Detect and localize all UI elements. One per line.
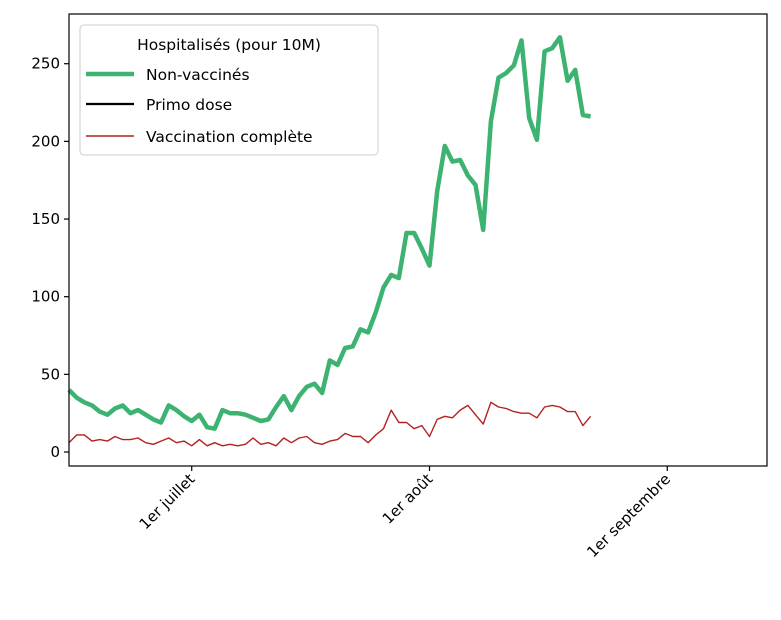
series-layer (67, 35, 592, 447)
series-line-2 (68, 401, 592, 447)
series-line-0 (67, 35, 592, 431)
y-tick-label: 100 (31, 288, 60, 306)
legend-box (79, 24, 379, 156)
plot-frame (68, 13, 768, 467)
y-tick-label: 50 (41, 365, 60, 383)
legend: Hospitalisés (pour 10M) Non-vaccinés Pri… (79, 24, 379, 156)
legend-label-vaccination-complete: Vaccination complète (146, 128, 313, 146)
y-axis: 0 50 100 150 200 250 (31, 55, 69, 461)
y-tick-label: 0 (50, 443, 60, 461)
y-tick-label: 200 (31, 132, 60, 150)
y-tick-label: 150 (31, 210, 60, 228)
legend-label-non-vaccines: Non-vaccinés (146, 66, 250, 84)
legend-label-primo-dose: Primo dose (146, 96, 232, 114)
legend-title: Hospitalisés (pour 10M) (137, 36, 321, 54)
y-tick-label: 250 (31, 55, 60, 73)
